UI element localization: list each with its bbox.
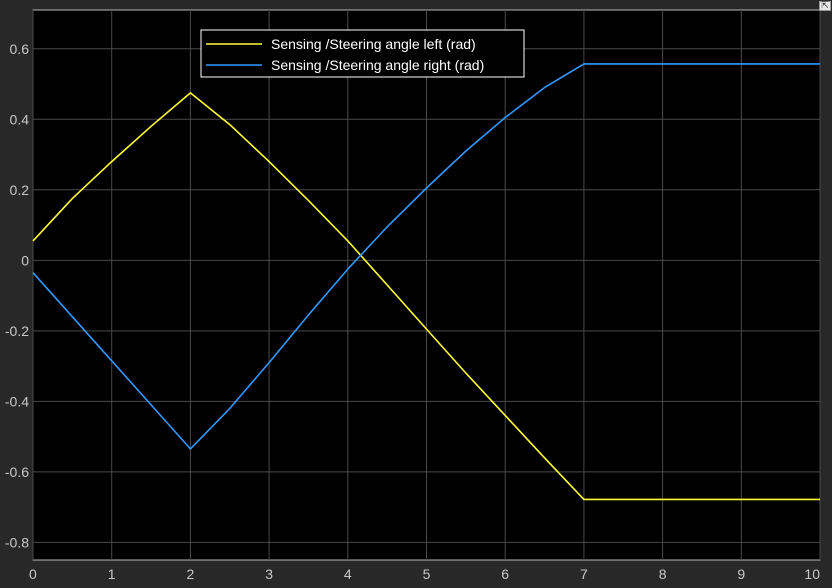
x-tick-label: 7 bbox=[580, 566, 588, 582]
y-tick-labels: -0.8 -0.6 -0.4 -0.2 0 0.2 0.4 0.6 bbox=[5, 41, 29, 551]
legend-box bbox=[200, 29, 525, 78]
y-tick-label: 0 bbox=[21, 252, 29, 268]
x-tick-label: 1 bbox=[108, 566, 116, 582]
x-tick-label: 4 bbox=[344, 566, 352, 582]
x-tick-label: 8 bbox=[659, 566, 667, 582]
x-tick-label: 3 bbox=[265, 566, 273, 582]
x-tick-label: 6 bbox=[501, 566, 509, 582]
y-tick-label: -0.2 bbox=[5, 323, 29, 339]
y-tick-label: 0.2 bbox=[10, 182, 30, 198]
y-tick-label: 0.4 bbox=[10, 111, 30, 127]
grid-lines bbox=[32, 10, 821, 560]
series-line-right bbox=[32, 63, 820, 450]
x-tick-label: 0 bbox=[29, 566, 37, 582]
x-tick-label: 5 bbox=[423, 566, 431, 582]
x-tick-labels: 0 1 2 3 4 5 6 7 8 9 10 bbox=[29, 566, 820, 582]
y-tick-label: -0.4 bbox=[5, 393, 29, 409]
y-tick-label: -0.6 bbox=[5, 464, 29, 480]
legend-label-left: Sensing /Steering angle left (rad) bbox=[271, 36, 476, 52]
y-tick-label: 0.6 bbox=[10, 41, 30, 57]
x-tick-label: 2 bbox=[187, 566, 195, 582]
y-tick-label: -0.8 bbox=[5, 534, 29, 550]
x-tick-label: 10 bbox=[804, 566, 820, 582]
undock-icon[interactable]: ⇱ bbox=[819, 1, 831, 11]
legend-label-right: Sensing /Steering angle right (rad) bbox=[271, 57, 484, 73]
series-layer bbox=[32, 63, 820, 501]
series-line-left bbox=[32, 92, 820, 501]
x-tick-label: 9 bbox=[737, 566, 745, 582]
legend[interactable]: Sensing /Steering angle left (rad) Sensi… bbox=[200, 29, 525, 78]
